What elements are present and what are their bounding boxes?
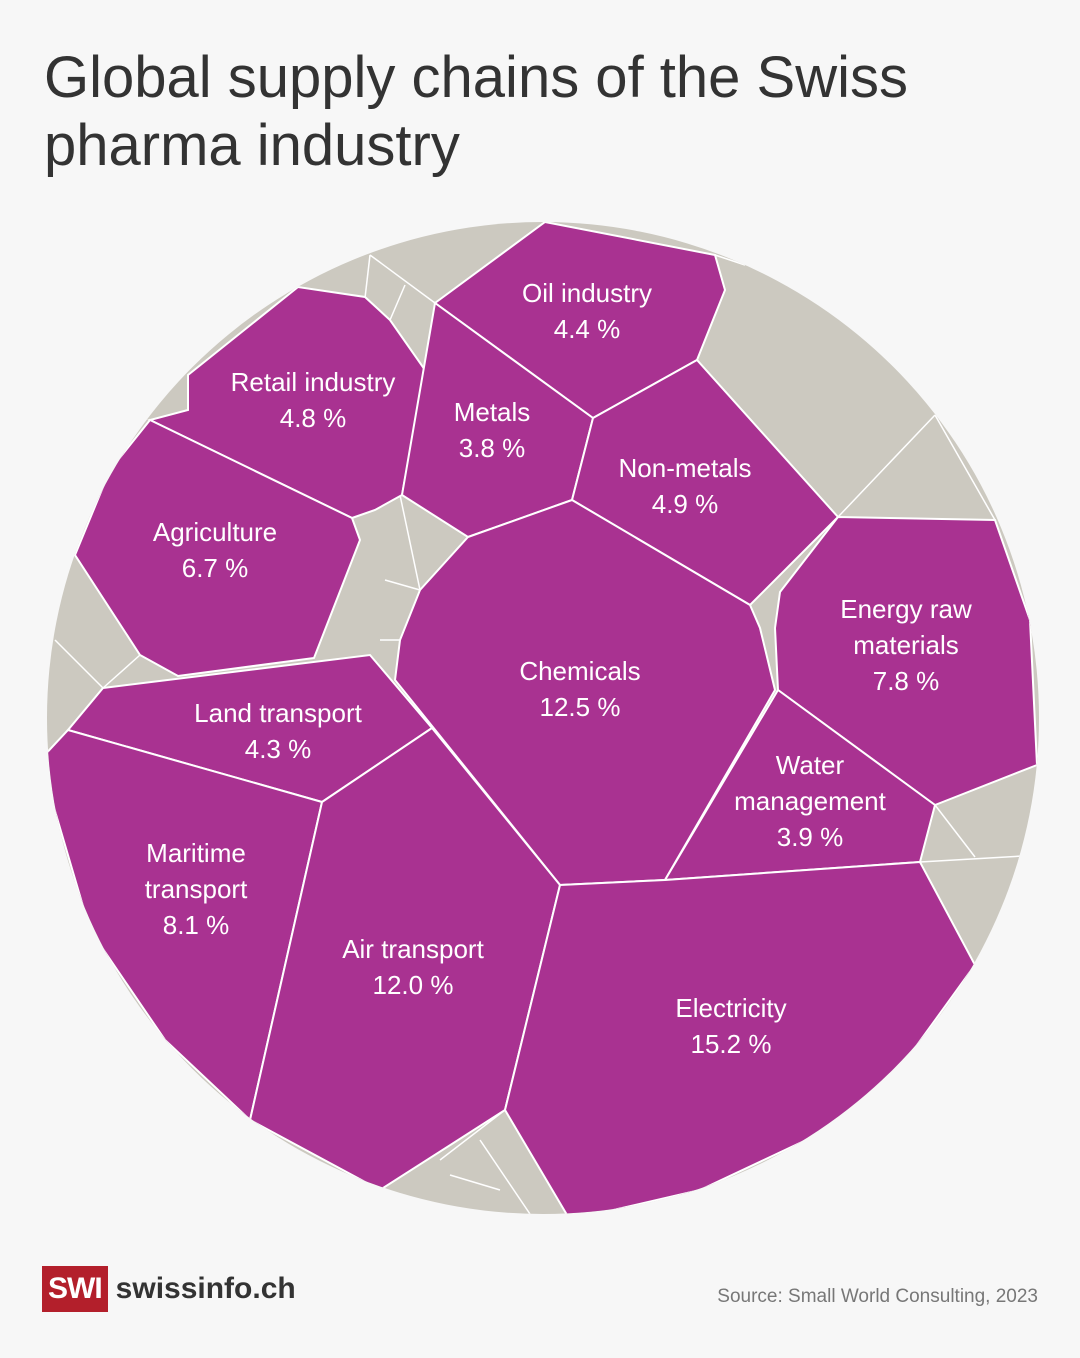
- cell-border: [714, 254, 746, 266]
- cell-border: [384, 579, 421, 591]
- label-name: Energy raw: [840, 594, 972, 624]
- label-name: Electricity: [675, 993, 786, 1023]
- label-agriculture: Agriculture 6.7 %: [153, 517, 277, 583]
- label-value: 6.7 %: [182, 553, 249, 583]
- label-value: 8.1 %: [163, 910, 230, 940]
- cell-border: [934, 414, 996, 521]
- label-electricity: Electricity 15.2 %: [675, 993, 786, 1059]
- chart-title: Global supply chains of the Swiss pharma…: [44, 45, 908, 178]
- label-name: Non-metals: [619, 453, 752, 483]
- label-name: materials: [853, 630, 958, 660]
- label-metals: Metals 3.8 %: [454, 397, 531, 463]
- label-land-transport: Land transport 4.3 %: [194, 698, 362, 764]
- cell-border: [449, 1174, 501, 1191]
- label-name: Agriculture: [153, 517, 277, 547]
- cell-border: [369, 254, 436, 304]
- cell-border: [934, 804, 976, 858]
- label-value: 4.4 %: [554, 314, 621, 344]
- label-energy-raw-materials: Energy raw materials 7.8 %: [840, 594, 972, 696]
- cell-non-metals: [570, 358, 840, 607]
- cell-agriculture: [73, 418, 362, 678]
- label-value: 12.5 %: [540, 692, 621, 722]
- cell-border: [837, 414, 936, 518]
- label-value: 7.8 %: [873, 666, 940, 696]
- label-water-management: Water management 3.9 %: [734, 750, 887, 852]
- logo-site: swissinfo.ch: [115, 1272, 296, 1305]
- label-name: management: [734, 786, 887, 816]
- label-oil-industry: Oil industry 4.4 %: [522, 278, 652, 344]
- label-chemicals: Chemicals 12.5 %: [519, 656, 640, 722]
- label-value: 4.3 %: [245, 734, 312, 764]
- label-value: 3.8 %: [459, 433, 526, 463]
- cell-border: [364, 254, 371, 299]
- label-name: Water: [776, 750, 845, 780]
- label-value: 3.9 %: [777, 822, 844, 852]
- cell-border: [54, 639, 104, 689]
- swissinfo-logo: SWI swissinfo.ch: [42, 1266, 296, 1312]
- label-value: 12.0 %: [373, 970, 454, 1000]
- label-name: Metals: [454, 397, 531, 427]
- label-value: 15.2 %: [691, 1029, 772, 1059]
- label-name: Land transport: [194, 698, 362, 728]
- cell-border: [389, 284, 406, 321]
- label-non-metals: Non-metals 4.9 %: [619, 453, 752, 519]
- label-name: transport: [145, 874, 248, 904]
- cell-border: [102, 654, 141, 689]
- cell-border: [479, 1139, 531, 1214]
- source-note: Source: Small World Consulting, 2023: [717, 1286, 1038, 1307]
- cell-border: [399, 494, 421, 591]
- label-value: 4.8 %: [280, 403, 347, 433]
- label-name: Chemicals: [519, 656, 640, 686]
- logo-mark: SWI: [42, 1266, 108, 1312]
- label-maritime-transport: Maritime transport 8.1 %: [145, 838, 248, 940]
- label-name: Maritime: [146, 838, 246, 868]
- label-air-transport: Air transport 12.0 %: [342, 934, 484, 1000]
- cell-border: [439, 1109, 506, 1161]
- label-name: Air transport: [342, 934, 484, 964]
- label-value: 4.9 %: [652, 489, 719, 519]
- label-retail-industry: Retail industry 4.8 %: [231, 367, 396, 433]
- label-name: Oil industry: [522, 278, 652, 308]
- label-name: Retail industry: [231, 367, 396, 397]
